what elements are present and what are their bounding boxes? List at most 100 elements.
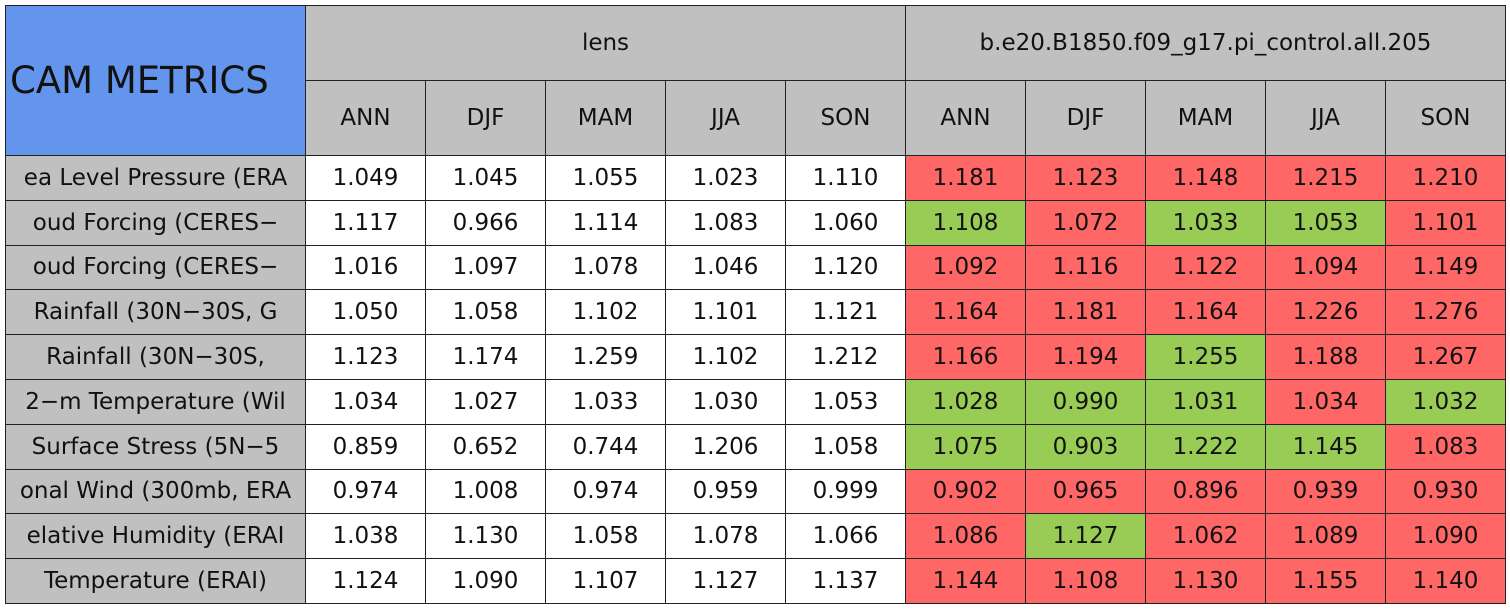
value-cell: 1.123 (1025, 155, 1146, 201)
column-header: DJF (425, 80, 546, 156)
row-label: Surface Stress (5N−5 (5, 423, 306, 470)
value-cell: 1.222 (1145, 423, 1266, 470)
row-label: oud Forcing (CERES− (5, 199, 306, 246)
value-cell: 1.137 (785, 558, 906, 604)
value-cell: 1.181 (905, 155, 1026, 201)
corner-title: CAM METRICS (5, 5, 306, 156)
value-cell: 1.038 (305, 513, 426, 560)
value-cell: 1.276 (1385, 289, 1506, 336)
value-cell: 1.130 (425, 513, 546, 560)
value-cell: 1.083 (665, 199, 786, 246)
value-cell: 1.259 (545, 334, 666, 380)
group-header: lens (305, 5, 906, 81)
value-cell: 1.144 (905, 558, 1026, 604)
value-cell: 1.055 (545, 155, 666, 201)
value-cell: 1.101 (1385, 199, 1506, 246)
value-cell: 1.086 (905, 513, 1026, 560)
value-cell: 0.896 (1145, 468, 1266, 515)
value-cell: 1.023 (665, 155, 786, 201)
value-cell: 1.140 (1385, 558, 1506, 604)
value-cell: 1.083 (1385, 423, 1506, 470)
value-cell: 1.210 (1385, 155, 1506, 201)
row-label: onal Wind (300mb, ERA (5, 468, 306, 515)
value-cell: 1.124 (305, 558, 426, 604)
column-header: ANN (905, 80, 1026, 156)
value-cell: 1.174 (425, 334, 546, 380)
value-cell: 1.123 (305, 334, 426, 380)
value-cell: 0.965 (1025, 468, 1146, 515)
row-label: ea Level Pressure (ERA (5, 155, 306, 201)
value-cell: 1.049 (305, 155, 426, 201)
row-label: elative Humidity (ERAI (5, 513, 306, 560)
value-cell: 1.097 (425, 244, 546, 291)
value-cell: 0.974 (305, 468, 426, 515)
value-cell: 1.027 (425, 379, 546, 425)
value-cell: 0.966 (425, 199, 546, 246)
row-label: Rainfall (30N−30S, G (5, 289, 306, 336)
value-cell: 1.148 (1145, 155, 1266, 201)
value-cell: 1.127 (1025, 513, 1146, 560)
value-cell: 1.033 (1145, 199, 1266, 246)
value-cell: 1.030 (665, 379, 786, 425)
column-header: DJF (1025, 80, 1146, 156)
value-cell: 1.206 (665, 423, 786, 470)
value-cell: 1.114 (545, 199, 666, 246)
value-cell: 1.066 (785, 513, 906, 560)
column-header: SON (1385, 80, 1506, 156)
value-cell: 1.108 (1025, 558, 1146, 604)
value-cell: 0.974 (545, 468, 666, 515)
value-cell: 1.101 (665, 289, 786, 336)
value-cell: 1.045 (425, 155, 546, 201)
column-header: JJA (665, 80, 786, 156)
column-header: SON (785, 80, 906, 156)
value-cell: 1.127 (665, 558, 786, 604)
value-cell: 1.028 (905, 379, 1026, 425)
value-cell: 1.046 (665, 244, 786, 291)
value-cell: 0.999 (785, 468, 906, 515)
value-cell: 0.903 (1025, 423, 1146, 470)
value-cell: 1.050 (305, 289, 426, 336)
value-cell: 1.072 (1025, 199, 1146, 246)
value-cell: 1.090 (1385, 513, 1506, 560)
row-label: oud Forcing (CERES− (5, 244, 306, 291)
value-cell: 1.117 (305, 199, 426, 246)
value-cell: 1.215 (1265, 155, 1386, 201)
value-cell: 1.060 (785, 199, 906, 246)
value-cell: 0.859 (305, 423, 426, 470)
value-cell: 0.939 (1265, 468, 1386, 515)
value-cell: 0.902 (905, 468, 1026, 515)
value-cell: 1.053 (785, 379, 906, 425)
value-cell: 0.990 (1025, 379, 1146, 425)
value-cell: 1.116 (1025, 244, 1146, 291)
value-cell: 1.226 (1265, 289, 1386, 336)
value-cell: 1.034 (305, 379, 426, 425)
value-cell: 1.155 (1265, 558, 1386, 604)
value-cell: 1.058 (425, 289, 546, 336)
value-cell: 1.130 (1145, 558, 1266, 604)
value-cell: 1.194 (1025, 334, 1146, 380)
value-cell: 0.959 (665, 468, 786, 515)
value-cell: 0.930 (1385, 468, 1506, 515)
value-cell: 1.090 (425, 558, 546, 604)
value-cell: 1.145 (1265, 423, 1386, 470)
value-cell: 1.164 (1145, 289, 1266, 336)
value-cell: 1.255 (1145, 334, 1266, 380)
value-cell: 1.058 (785, 423, 906, 470)
value-cell: 1.034 (1265, 379, 1386, 425)
value-cell: 1.188 (1265, 334, 1386, 380)
value-cell: 1.033 (545, 379, 666, 425)
row-label: Rainfall (30N−30S, (5, 334, 306, 380)
value-cell: 1.181 (1025, 289, 1146, 336)
value-cell: 1.008 (425, 468, 546, 515)
value-cell: 1.164 (905, 289, 1026, 336)
value-cell: 1.089 (1265, 513, 1386, 560)
group-header: b.e20.B1850.f09_g17.pi_control.all.205 (905, 5, 1506, 81)
value-cell: 1.058 (545, 513, 666, 560)
value-cell: 1.094 (1265, 244, 1386, 291)
column-header: JJA (1265, 80, 1386, 156)
value-cell: 1.078 (545, 244, 666, 291)
value-cell: 0.652 (425, 423, 546, 470)
value-cell: 1.110 (785, 155, 906, 201)
value-cell: 1.075 (905, 423, 1026, 470)
